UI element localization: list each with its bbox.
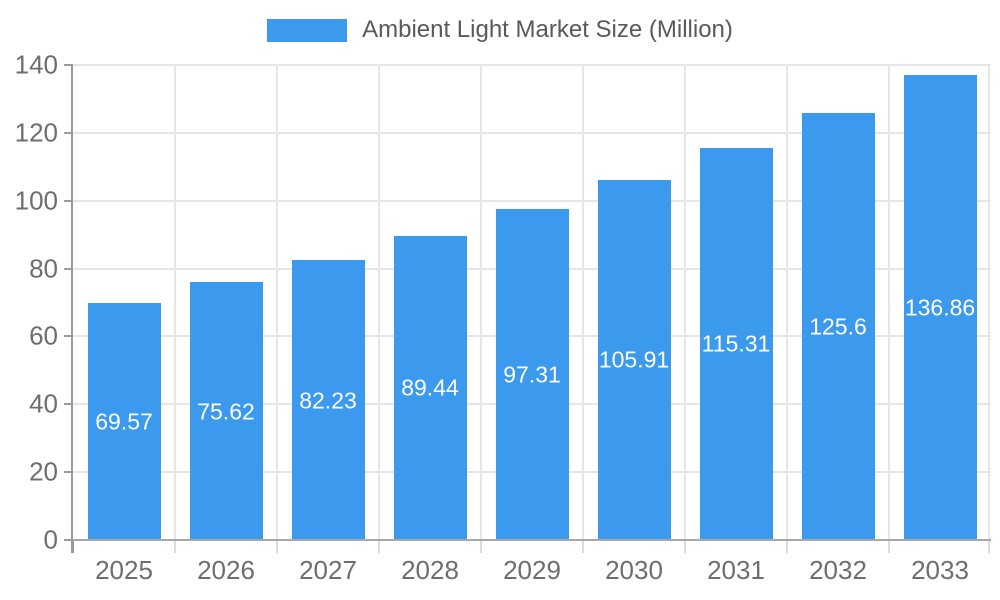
y-axis-tick — [64, 64, 73, 66]
y-axis-tick — [64, 471, 73, 474]
x-axis-tick — [888, 540, 890, 553]
y-axis-tick — [64, 199, 73, 202]
y-axis-tick — [64, 335, 73, 338]
x-axis-tick — [684, 540, 686, 553]
x-axis-tick — [480, 540, 482, 553]
x-axis-tick-label: 2030 — [605, 555, 663, 585]
x-axis-line — [73, 539, 991, 541]
x-axis-tick — [582, 540, 584, 553]
y-axis-tick-label: 20 — [29, 456, 58, 487]
x-axis-tick — [72, 540, 74, 553]
bar-2026[interactable] — [189, 282, 263, 539]
y-axis-tick — [64, 131, 73, 134]
bar-2025[interactable] — [87, 302, 161, 539]
y-axis-tick-label: 140 — [14, 49, 58, 80]
y-axis-tick-label: 40 — [29, 388, 58, 419]
y-axis-tick-label: 60 — [29, 320, 58, 351]
bar-2031[interactable] — [699, 147, 773, 539]
y-axis-tick-label: 0 — [43, 524, 58, 555]
legend-swatch-icon — [267, 18, 348, 42]
gridline-horizontal — [73, 64, 991, 66]
y-axis-tick — [64, 539, 73, 541]
bar-2029[interactable] — [495, 208, 569, 539]
y-axis-tick — [64, 403, 73, 406]
x-axis-tick-label: 2027 — [299, 555, 357, 585]
y-axis-line — [71, 65, 73, 553]
y-axis-tick-label: 120 — [14, 117, 58, 148]
bar-2033[interactable] — [903, 74, 977, 539]
gridline-vertical — [684, 65, 686, 540]
x-axis-tick-label: 2029 — [503, 555, 561, 585]
chart-legend: Ambient Light Market Size (Million) — [0, 16, 1000, 44]
y-axis-tick — [64, 267, 73, 270]
gridline-vertical — [786, 65, 788, 540]
gridline-horizontal — [73, 131, 991, 134]
x-axis-tick — [276, 540, 278, 553]
gridline-vertical — [988, 65, 990, 540]
x-axis-tick — [988, 540, 990, 553]
legend-item[interactable]: Ambient Light Market Size (Million) — [267, 16, 733, 44]
gridline-vertical — [888, 65, 890, 540]
bar-2032[interactable] — [801, 112, 875, 539]
bar-value-label: 82.23 — [299, 387, 357, 413]
gridline-vertical — [582, 65, 584, 540]
bar-value-label: 89.44 — [401, 374, 459, 401]
bar-2027[interactable] — [291, 260, 365, 539]
bar-value-label: 136.86 — [904, 294, 976, 321]
x-axis-tick-label: 2032 — [809, 555, 867, 585]
bar-value-label: 115.31 — [701, 330, 771, 357]
bar-value-label: 97.31 — [503, 361, 561, 388]
bar-value-label: 125.6 — [809, 313, 867, 340]
x-axis-tick-label: 2025 — [95, 555, 153, 585]
bar-value-label: 69.57 — [95, 408, 153, 435]
x-axis-tick-label: 2026 — [197, 555, 255, 585]
y-axis-tick-label: 80 — [29, 253, 58, 284]
bar-value-label: 105.91 — [598, 346, 670, 373]
x-axis-tick-label: 2031 — [707, 555, 765, 585]
x-axis-tick-label: 2028 — [401, 555, 459, 585]
gridline-vertical — [480, 65, 482, 540]
y-axis-tick-label: 100 — [14, 185, 58, 216]
legend-label: Ambient Light Market Size (Million) — [362, 16, 733, 43]
x-axis-tick — [378, 540, 380, 553]
gridline-vertical — [174, 65, 176, 540]
bar-2030[interactable] — [597, 179, 671, 539]
gridline-vertical — [276, 65, 278, 540]
x-axis-tick-label: 2033 — [911, 555, 969, 585]
plot-area: 0 20 40 60 80 100 120 140 2025 2026 2027 2028 2029 20… — [15, 50, 991, 585]
bar-2028[interactable] — [393, 235, 467, 539]
x-axis-tick — [786, 540, 788, 553]
gridline-vertical — [378, 65, 380, 540]
bar-value-label: 75.62 — [197, 398, 255, 425]
gridline-horizontal — [73, 199, 991, 202]
x-axis-tick — [174, 540, 176, 553]
